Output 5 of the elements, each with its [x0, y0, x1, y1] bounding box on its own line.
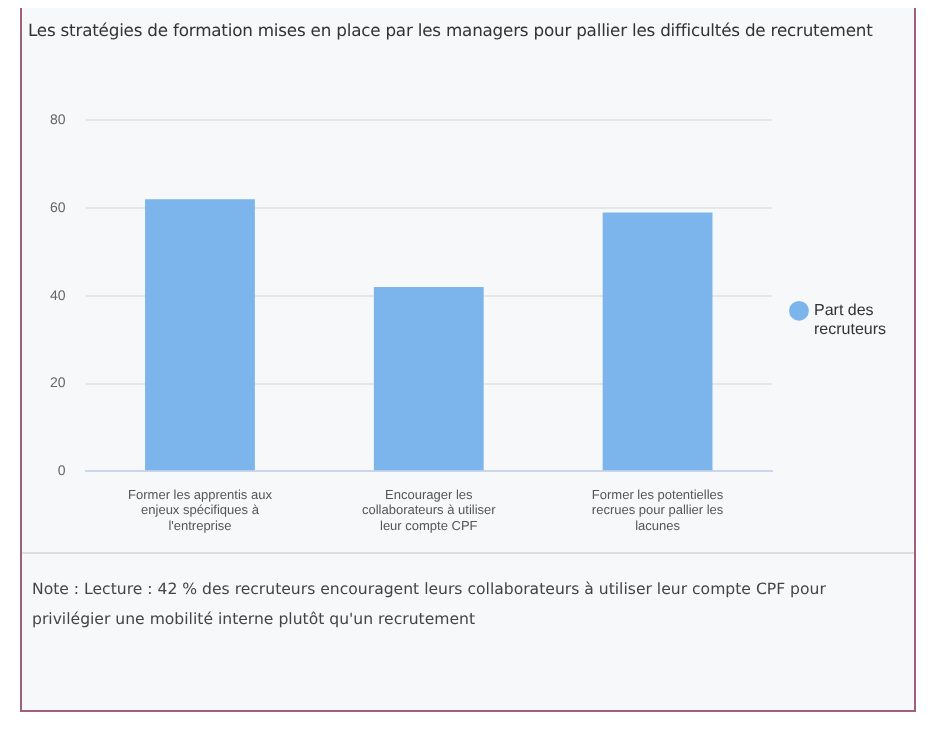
bar [373, 287, 484, 471]
bar [145, 199, 255, 471]
legend-label: Part des recruteurs [813, 301, 887, 339]
chart-title: Les stratégies de formation mises en place par les managers pour pallier les difficultés de recrutement [26, 18, 875, 40]
bar [602, 212, 713, 471]
